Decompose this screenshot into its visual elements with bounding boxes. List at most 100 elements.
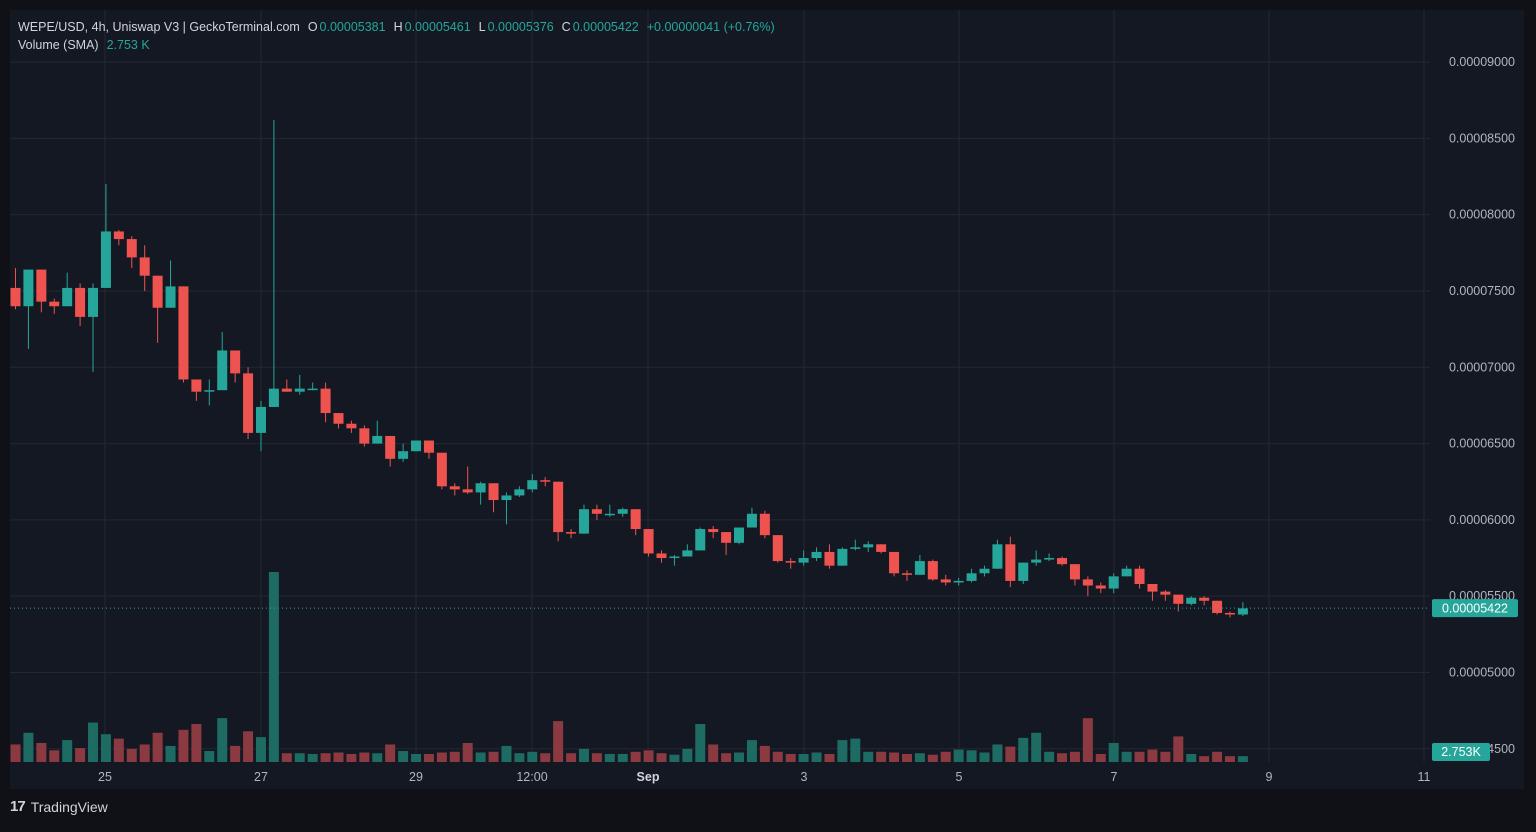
time-tick-label: 3 xyxy=(801,770,808,784)
volume-bar xyxy=(1186,753,1197,762)
candle-body xyxy=(294,388,305,392)
close-label: C xyxy=(561,20,571,34)
candle-body xyxy=(411,440,422,452)
volume-bar xyxy=(49,750,60,762)
candle-body xyxy=(113,231,124,240)
volume-bar xyxy=(1199,756,1210,762)
volume-bar xyxy=(953,749,964,762)
volume-bar xyxy=(643,750,654,762)
candle-body xyxy=(243,373,254,433)
volume-bar xyxy=(889,752,900,762)
volume-bar xyxy=(798,753,809,762)
volume-bar xyxy=(230,745,241,762)
volume-bar xyxy=(268,572,279,762)
candle-body xyxy=(488,483,499,501)
candle-body xyxy=(75,287,86,317)
candle-body xyxy=(501,495,512,501)
volume-bar xyxy=(88,722,99,762)
brand[interactable]: 17 TradingView xyxy=(10,798,108,815)
volume-bar xyxy=(527,751,538,762)
candle-body xyxy=(553,481,564,533)
candle-body xyxy=(281,388,292,392)
candle-body xyxy=(423,440,434,453)
candle-body xyxy=(876,544,887,552)
volume-bar xyxy=(23,732,34,762)
symbol-title: WEPE/USD, 4h, Uniswap V3 | GeckoTerminal… xyxy=(18,20,300,34)
candle-body xyxy=(165,286,176,308)
volume-bar xyxy=(1147,749,1158,762)
candle-body xyxy=(1069,564,1080,580)
candle-body xyxy=(824,551,835,566)
candle-body xyxy=(901,573,912,575)
volume-bar xyxy=(811,752,822,762)
volume-bar xyxy=(1031,732,1042,762)
volume-bar xyxy=(850,738,861,762)
candle-body xyxy=(1005,544,1016,581)
volume-bar xyxy=(1160,751,1171,762)
candle-body xyxy=(204,390,215,392)
candle-body xyxy=(1224,612,1235,615)
time-tick-label: 12:00 xyxy=(516,770,547,784)
price-tick-label: 0.00005000 xyxy=(1449,665,1515,679)
candle-body xyxy=(591,509,602,514)
volume-bar xyxy=(746,740,757,762)
open-label: O xyxy=(307,20,318,34)
volume-bar xyxy=(255,737,266,762)
volume-bar xyxy=(1082,718,1093,762)
volume-bar xyxy=(708,744,719,762)
candle-body xyxy=(1121,568,1132,577)
candle-body xyxy=(992,544,1003,569)
volume-bar xyxy=(514,753,525,762)
candle-body xyxy=(49,301,60,307)
volume-bar xyxy=(501,745,512,762)
volume-bar xyxy=(346,753,357,762)
candle-body xyxy=(255,406,266,433)
volume-bar xyxy=(759,745,770,762)
price-tick-label: 0.00006500 xyxy=(1449,437,1515,451)
volume-bar xyxy=(1173,736,1184,762)
candle-body xyxy=(1186,597,1197,604)
volume-bar xyxy=(1134,751,1145,762)
volume-bar xyxy=(423,753,434,762)
candle-body xyxy=(307,388,318,391)
volume-badge: 2.753K xyxy=(1432,743,1490,761)
time-axis[interactable]: 25 27 29 12:00 Sep 3 5 7 9 11 xyxy=(98,770,1430,784)
candle-body xyxy=(398,451,409,459)
candle-body xyxy=(566,532,577,534)
candle-body xyxy=(346,423,357,429)
volume-bar xyxy=(617,753,628,762)
volume-value: 2.753 K xyxy=(106,38,150,52)
change-value: +0.00000041 (+0.76%) xyxy=(646,20,775,34)
candle-body xyxy=(578,509,589,534)
volume-bar xyxy=(630,751,641,762)
candle-body xyxy=(1082,579,1093,586)
candle-body xyxy=(669,556,680,559)
volume-bar xyxy=(126,748,137,762)
volume-bar xyxy=(320,753,331,762)
volume-bar xyxy=(785,753,796,762)
volume-bar xyxy=(682,748,693,762)
volume-bar xyxy=(772,751,783,762)
candle-body xyxy=(643,529,654,554)
volume-bar xyxy=(294,753,305,762)
volume-label: Volume (SMA) xyxy=(18,38,99,52)
volume-bars xyxy=(10,572,1248,762)
candle-body xyxy=(953,580,964,583)
time-tick-label: 7 xyxy=(1111,770,1118,784)
candle-body xyxy=(385,435,396,459)
candle-body xyxy=(527,480,538,490)
volume-bar xyxy=(669,754,680,762)
volume-bar xyxy=(488,751,499,762)
candle-body xyxy=(785,561,796,563)
price-tick-label: 0.00008500 xyxy=(1449,131,1515,145)
volume-bar xyxy=(837,740,848,762)
time-tick-label: 29 xyxy=(409,770,423,784)
candle-body xyxy=(1134,568,1145,584)
candle-body xyxy=(656,553,667,559)
candle-body xyxy=(721,532,732,543)
volume-bar xyxy=(979,752,990,762)
volume-legend-row: Volume (SMA) 2.753 K xyxy=(18,36,783,54)
volume-bar xyxy=(1018,737,1029,762)
